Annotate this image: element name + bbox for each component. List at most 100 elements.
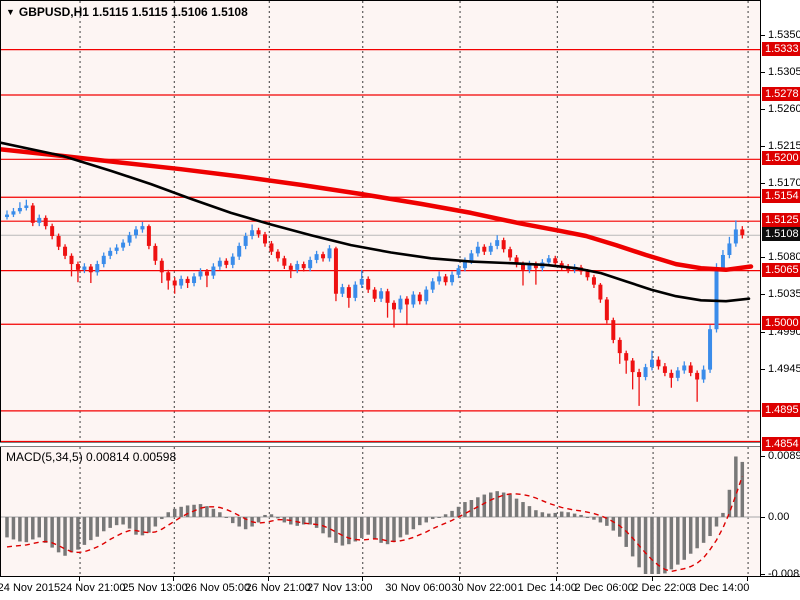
candle-body: [456, 268, 461, 275]
candle-body: [675, 370, 680, 378]
candle-body: [533, 264, 538, 269]
macd-canvas[interactable]: [1, 447, 760, 575]
candle-body: [127, 235, 132, 243]
candle-body: [75, 264, 80, 270]
macd-histogram-bar: [585, 517, 590, 518]
candle-body: [604, 299, 609, 321]
macd-histogram-bar: [553, 512, 557, 517]
candle-body: [424, 289, 429, 302]
macd-histogram-bar: [237, 517, 241, 527]
candle-body: [288, 265, 293, 270]
candle-body: [682, 365, 687, 371]
candle-body: [140, 226, 145, 230]
macd-histogram-bar: [566, 512, 570, 517]
candle-body: [611, 320, 616, 340]
candle-body: [340, 287, 345, 294]
candle-body: [695, 372, 700, 380]
candle-body: [559, 263, 564, 267]
candle-body: [101, 255, 106, 265]
macd-histogram-bar: [205, 506, 209, 517]
main-chart-panel[interactable]: ▼ GBPUSD,H1 1.5115 1.5115 1.5106 1.5108: [0, 0, 760, 442]
candle-body: [82, 266, 87, 270]
macd-histogram-bar: [282, 517, 287, 523]
price-tick-label: 1.5080: [768, 251, 800, 264]
candle-body: [237, 245, 242, 257]
price-level-badge: 1.5125: [762, 213, 800, 228]
candle-body: [69, 255, 74, 265]
candle-body: [108, 250, 113, 256]
macd-histogram-bar: [31, 517, 35, 540]
candle-body: [5, 214, 9, 218]
candle-body: [121, 242, 126, 248]
candle-body: [546, 258, 551, 263]
macd-histogram-bar: [721, 512, 725, 517]
macd-histogram-bar: [121, 517, 125, 525]
macd-histogram-bar: [405, 517, 409, 535]
macd-histogram-bar: [663, 517, 667, 574]
macd-histogram-bar: [618, 517, 622, 537]
time-tick-mark: [459, 577, 461, 581]
macd-histogram-bar: [559, 511, 564, 517]
candle-body: [308, 259, 313, 269]
macd-histogram-bar: [308, 517, 312, 525]
macd-histogram-bar: [611, 517, 616, 531]
macd-histogram-bar: [495, 491, 499, 517]
candle-body: [488, 245, 493, 252]
candle-body: [482, 246, 487, 252]
macd-histogram-bar: [366, 517, 370, 535]
candle-body: [269, 243, 274, 252]
candle-body: [650, 359, 654, 368]
chart-marker-icon: ▼: [6, 7, 15, 17]
macd-histogram-bar: [676, 517, 680, 565]
time-tick-mark: [652, 577, 654, 581]
macd-histogram-bar: [734, 456, 738, 517]
time-axis-label: 30 Nov 22:00: [451, 582, 517, 594]
time-axis-label: 3 Dec 14:00: [690, 582, 750, 594]
candle-body: [469, 253, 474, 261]
candle-body: [727, 243, 732, 255]
macd-tick-label: 0.00894: [768, 450, 800, 463]
candle-body: [359, 278, 364, 285]
candle-body: [553, 258, 558, 264]
macd-histogram-bar: [224, 517, 229, 518]
macd-histogram-bar: [650, 517, 654, 574]
macd-histogram-bar: [95, 517, 100, 537]
main-chart-canvas[interactable]: [1, 1, 760, 442]
slow-ma-red-line: [1, 147, 754, 273]
time-axis-label: 25 Nov 13:00: [122, 582, 188, 594]
macd-histogram-bar: [301, 517, 306, 525]
price-tick-mark: [761, 34, 765, 36]
price-axis[interactable]: 1.5350 1.5305 1.5260 1.5215 1.5170 1.5080 1.50…: [760, 0, 800, 580]
macd-histogram-bar: [179, 506, 183, 517]
candle-body: [495, 240, 500, 246]
macd-histogram-bar: [353, 517, 358, 542]
macd-histogram-bar: [198, 504, 203, 517]
macd-histogram-bar: [218, 512, 222, 517]
time-axis-label: 26 Nov 05:00: [184, 582, 251, 594]
macd-histogram-bar: [540, 512, 545, 517]
time-axis-label: 27 Nov 13:00: [307, 582, 373, 594]
macd-histogram-bar: [385, 517, 390, 545]
price-tick-mark: [761, 294, 765, 296]
macd-histogram-bar: [43, 517, 48, 543]
panel-separator[interactable]: [0, 442, 800, 447]
price-tick-mark: [761, 71, 765, 73]
candle-body: [37, 217, 42, 223]
macd-histogram-bar: [172, 508, 177, 517]
macd-histogram-bar: [572, 513, 577, 517]
macd-histogram-bar: [63, 517, 67, 556]
candle-body: [172, 280, 177, 286]
macd-histogram-bar: [398, 517, 403, 538]
time-axis-label: 2 Dec 06:00: [574, 582, 634, 594]
candle-body: [217, 260, 222, 267]
macd-histogram-bar: [643, 517, 648, 574]
time-axis[interactable]: 24 Nov 2015 24 Nov 21:00 25 Nov 13:00 26 No…: [0, 576, 800, 600]
candle-body: [230, 256, 235, 265]
macd-panel[interactable]: MACD(5,34,5) 0.00814 0.00598: [0, 447, 760, 576]
macd-histogram-bar: [682, 517, 686, 560]
candle-body: [314, 254, 319, 260]
time-tick-mark: [268, 577, 270, 581]
price-level-badge: 1.4854: [762, 436, 800, 451]
macd-histogram-bar: [340, 517, 345, 546]
